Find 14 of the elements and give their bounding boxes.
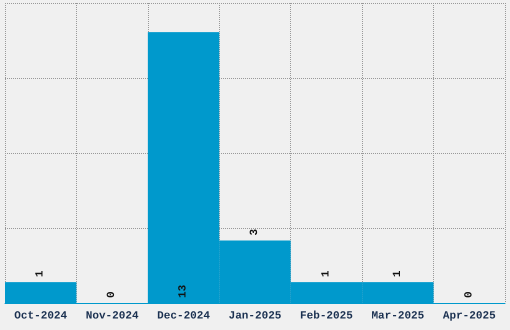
data-label: 0 bbox=[463, 291, 476, 298]
x-tick-label: Jan-2025 bbox=[228, 310, 282, 322]
data-label: 0 bbox=[106, 291, 118, 298]
x-tick-label: Dec-2024 bbox=[157, 310, 210, 322]
data-label: 1 bbox=[320, 270, 332, 278]
data-label: 1 bbox=[392, 270, 404, 278]
x-tick-label: Oct-2024 bbox=[14, 310, 68, 322]
x-tick-label: Nov-2024 bbox=[86, 310, 139, 322]
x-tick-label: Feb-2025 bbox=[300, 310, 354, 322]
data-label: 1 bbox=[34, 270, 47, 278]
x-tick-label: Mar-2025 bbox=[371, 310, 425, 322]
data-label: 3 bbox=[249, 228, 261, 236]
x-tick-label: Apr-2025 bbox=[442, 310, 496, 322]
data-label: 13 bbox=[178, 284, 190, 298]
